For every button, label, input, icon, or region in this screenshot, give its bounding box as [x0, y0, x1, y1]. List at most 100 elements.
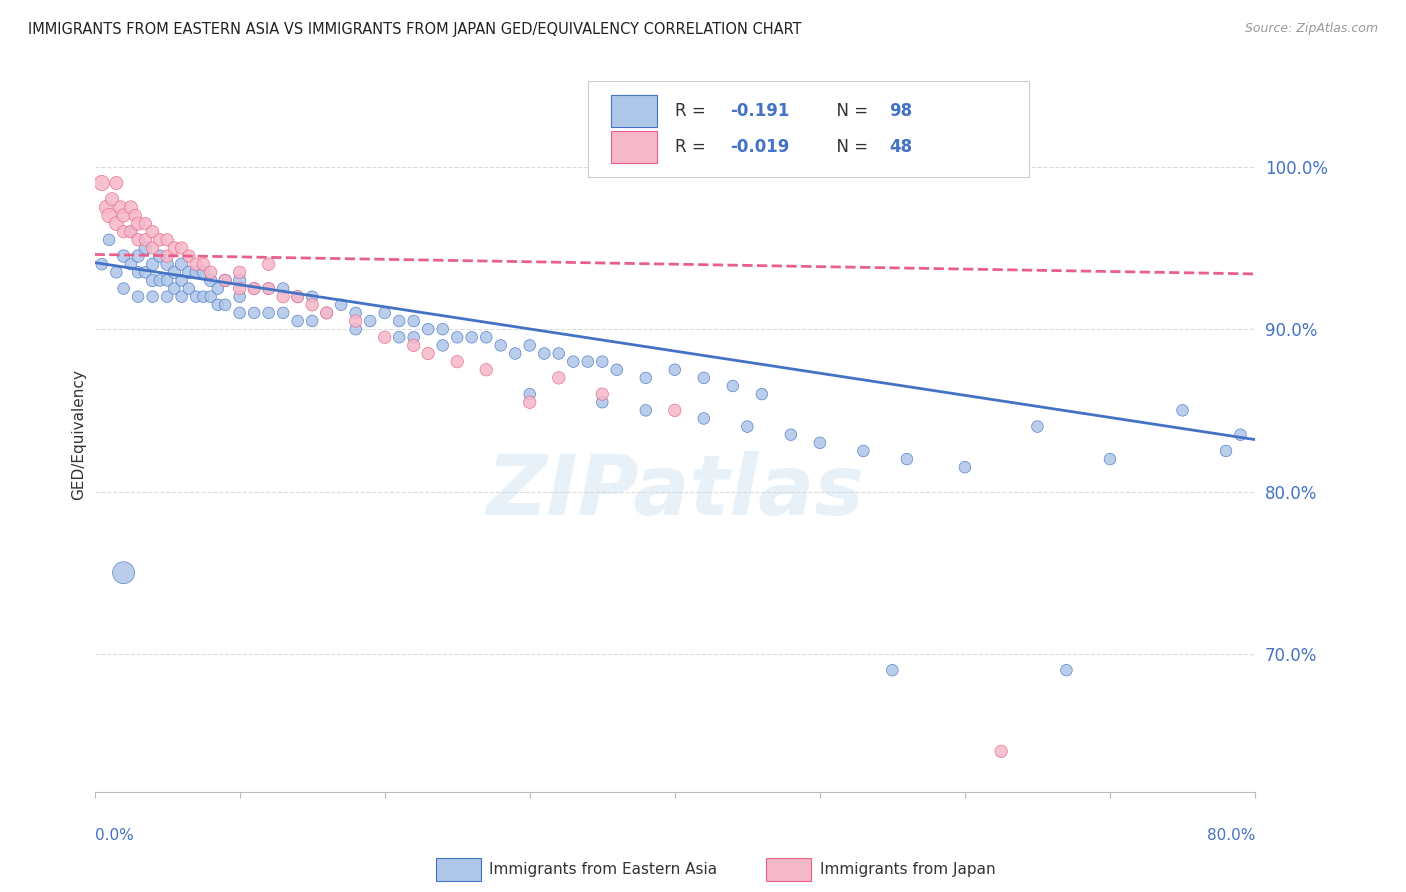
Point: [200, 265, 222, 279]
Point: [475, 330, 498, 344]
Point: [214, 298, 236, 312]
Point: [120, 225, 142, 239]
Point: [105, 265, 128, 279]
Point: [112, 249, 135, 263]
Point: [163, 281, 186, 295]
Text: 0.0%: 0.0%: [94, 828, 134, 843]
Point: [693, 371, 716, 385]
Point: [142, 273, 165, 287]
Point: [134, 233, 156, 247]
Point: [228, 290, 250, 304]
Point: [301, 314, 323, 328]
Point: [228, 306, 250, 320]
Point: [184, 257, 207, 271]
Point: [156, 249, 179, 263]
Point: [751, 387, 773, 401]
Point: [243, 281, 266, 295]
Point: [344, 314, 367, 328]
Point: [1054, 663, 1077, 677]
Point: [101, 192, 124, 206]
Point: [287, 290, 309, 304]
Point: [120, 257, 142, 271]
Point: [214, 273, 236, 287]
Point: [134, 265, 156, 279]
Point: [533, 346, 555, 360]
Point: [228, 273, 250, 287]
Point: [193, 290, 215, 304]
Point: [184, 265, 207, 279]
Point: [634, 371, 657, 385]
Point: [177, 249, 200, 263]
Point: [344, 322, 367, 336]
Point: [547, 371, 569, 385]
Point: [475, 363, 498, 377]
Text: 48: 48: [890, 137, 912, 156]
Point: [127, 233, 149, 247]
Point: [207, 281, 229, 295]
Point: [418, 322, 440, 336]
Point: [127, 217, 149, 231]
Point: [547, 346, 569, 360]
Text: ZIPatlas: ZIPatlas: [486, 451, 863, 533]
Point: [374, 306, 396, 320]
Text: R =: R =: [675, 102, 711, 120]
Point: [163, 265, 186, 279]
Point: [896, 452, 918, 467]
Point: [432, 338, 454, 352]
Point: [562, 354, 585, 368]
Point: [170, 273, 193, 287]
Point: [461, 330, 484, 344]
Point: [519, 338, 541, 352]
Point: [170, 241, 193, 255]
Point: [112, 566, 135, 580]
Point: [606, 363, 628, 377]
Text: Immigrants from Japan: Immigrants from Japan: [820, 863, 995, 877]
Point: [228, 281, 250, 295]
Point: [193, 265, 215, 279]
Point: [1215, 444, 1237, 458]
Point: [112, 209, 135, 223]
Point: [156, 233, 179, 247]
Point: [257, 257, 280, 271]
Point: [127, 290, 149, 304]
Point: [177, 265, 200, 279]
Point: [149, 273, 172, 287]
Point: [1171, 403, 1194, 417]
Point: [90, 176, 112, 190]
Point: [163, 241, 186, 255]
Point: [315, 306, 337, 320]
Point: [120, 200, 142, 214]
Point: [257, 281, 280, 295]
Point: [142, 290, 165, 304]
Point: [170, 290, 193, 304]
Point: [200, 273, 222, 287]
Point: [664, 363, 686, 377]
Point: [127, 249, 149, 263]
Point: [402, 338, 425, 352]
Point: [112, 225, 135, 239]
Point: [271, 306, 294, 320]
Point: [1098, 452, 1121, 467]
Point: [591, 387, 613, 401]
Text: N =: N =: [825, 137, 873, 156]
Point: [177, 281, 200, 295]
Point: [243, 281, 266, 295]
Point: [287, 290, 309, 304]
Point: [519, 395, 541, 409]
Point: [184, 290, 207, 304]
Text: R =: R =: [675, 137, 711, 156]
Point: [98, 233, 121, 247]
Point: [243, 306, 266, 320]
Point: [953, 460, 976, 475]
Point: [990, 744, 1012, 758]
Text: Immigrants from Eastern Asia: Immigrants from Eastern Asia: [489, 863, 717, 877]
Text: IMMIGRANTS FROM EASTERN ASIA VS IMMIGRANTS FROM JAPAN GED/EQUIVALENCY CORRELATIO: IMMIGRANTS FROM EASTERN ASIA VS IMMIGRAN…: [28, 22, 801, 37]
FancyBboxPatch shape: [612, 95, 658, 128]
Point: [882, 663, 904, 677]
Point: [271, 290, 294, 304]
Text: -0.191: -0.191: [731, 102, 790, 120]
Point: [374, 330, 396, 344]
Point: [156, 257, 179, 271]
Point: [489, 338, 512, 352]
Point: [664, 403, 686, 417]
